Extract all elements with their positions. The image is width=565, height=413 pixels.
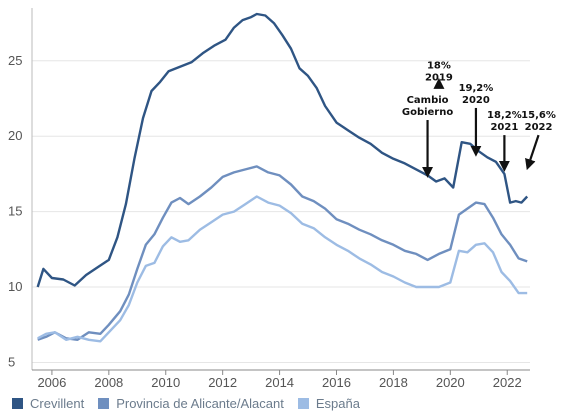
legend-item-provincia[interactable]: Provincia de Alicante/Alacant: [98, 396, 284, 411]
y-tick-label-10: 10: [8, 279, 22, 294]
x-tick-label-2016: 2016: [322, 375, 351, 390]
x-tick-label-2006: 2006: [37, 375, 66, 390]
x-tick-label-2008: 2008: [94, 375, 123, 390]
series-line-2: [37, 195, 528, 343]
unemployment-line-chart: 5 10 15 20 25 2006 2008 2010 2012 2014 2016 2018 202…: [8, 8, 556, 390]
x-tick-label-2010: 2010: [151, 375, 180, 390]
y-tick-label-20: 20: [8, 128, 22, 143]
annotation-label-2: 19,2% 2020: [459, 83, 494, 106]
legend-label-espana: España: [315, 396, 360, 411]
y-tick-label-5: 5: [8, 354, 15, 369]
legend-swatch-espana: [297, 398, 309, 409]
x-tick-label-2014: 2014: [265, 375, 294, 390]
x-tick-label-2020: 2020: [436, 375, 465, 390]
legend-item-crevillent[interactable]: Crevillent: [12, 396, 84, 411]
annotation-label-3: 18,2% 2021: [487, 110, 522, 133]
gridlines: [32, 60, 530, 363]
legend-label-provincia: Provincia de Alicante/Alacant: [116, 396, 284, 411]
legend-swatch-provincia: [98, 398, 110, 409]
legend: Crevillent Provincia de Alicante/Alacant…: [12, 396, 374, 411]
legend-label-crevillent: Crevillent: [30, 396, 85, 411]
annotation-label-0: 18% 2019: [425, 60, 453, 83]
annotation-arrow-4: [525, 134, 540, 171]
series-lines: [36, 12, 529, 343]
annotation-label-4: 15,6% 2022: [521, 110, 556, 133]
legend-item-espana[interactable]: España: [297, 396, 360, 411]
x-tick-label-2022: 2022: [493, 375, 522, 390]
legend-swatch-crevillent: [12, 398, 23, 409]
series-line-1: [37, 165, 528, 341]
annotations: 18% 2019 Cambio Gobierno 19,2% 2020 18,2% 20211…: [402, 60, 556, 178]
x-tick-label-2018: 2018: [379, 375, 408, 390]
annotation-label-1: Cambio Gobierno: [402, 95, 453, 118]
x-tick-label-2012: 2012: [208, 375, 237, 390]
axes: 5 10 15 20 25 2006 2008 2010 2012 2014 2016 2018 202…: [8, 8, 530, 390]
y-tick-label-15: 15: [8, 204, 22, 219]
y-tick-label-25: 25: [8, 53, 22, 68]
series-line-0: [36, 12, 529, 288]
